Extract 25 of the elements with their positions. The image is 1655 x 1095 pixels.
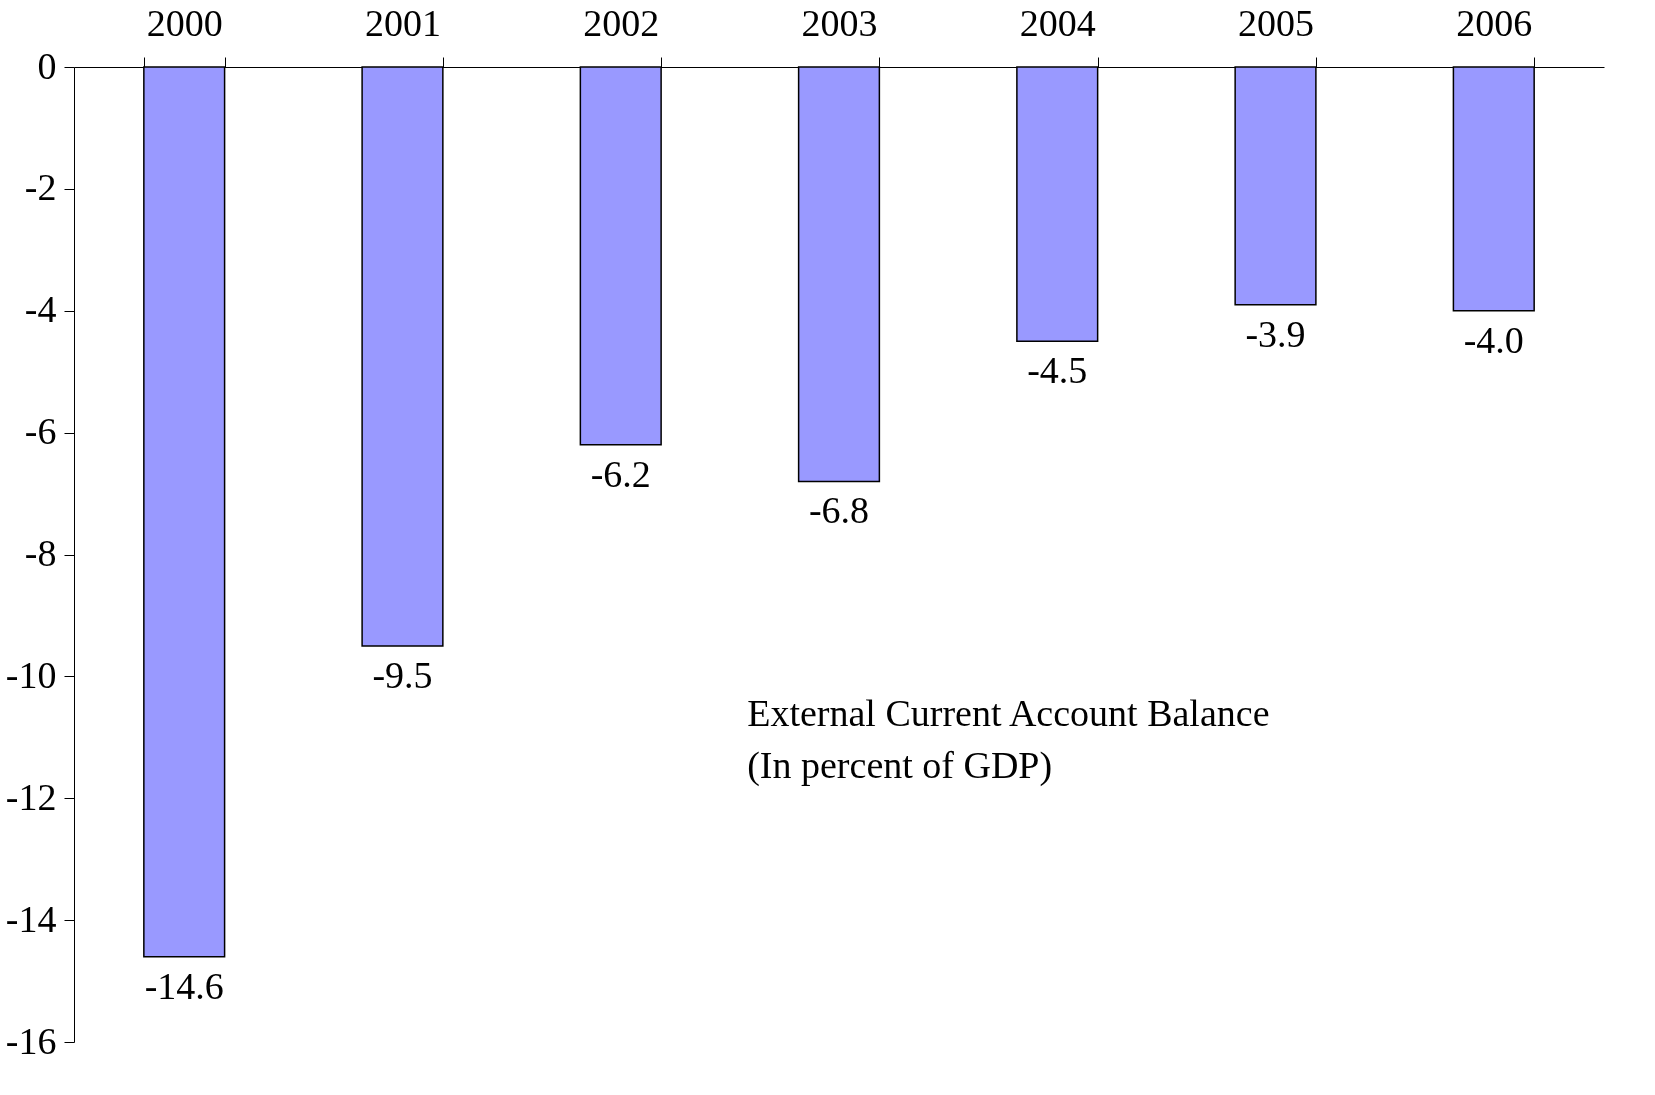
- data-label: -6.2: [590, 452, 651, 495]
- annotation: (In percent of GDP): [747, 744, 1053, 788]
- x-tick-label: 2002: [583, 1, 660, 44]
- annotation: External Current Account Balance: [747, 692, 1270, 735]
- y-tick-label: -8: [24, 532, 57, 574]
- x-tick-label: 2001: [364, 1, 441, 44]
- data-label: -14.6: [144, 964, 224, 1007]
- y-tick-label: 0: [37, 44, 57, 87]
- x-tick-label: 2006: [1456, 1, 1533, 44]
- y-tick-label: -16: [5, 1019, 57, 1062]
- x-tick-label: 2004: [1019, 1, 1096, 44]
- data-label: -6.8: [808, 489, 870, 532]
- y-tick-label: -4: [24, 288, 57, 331]
- y-tick-label: -10: [5, 653, 57, 696]
- data-label: -9.5: [372, 653, 433, 696]
- x-tick-label: 2003: [801, 1, 878, 44]
- y-tick-label: -6: [24, 410, 57, 453]
- data-label: -4.0: [1463, 318, 1524, 361]
- x-tick-label: 2000: [146, 1, 223, 44]
- y-tick-label: -12: [5, 775, 57, 818]
- data-label: -3.9: [1245, 312, 1306, 355]
- x-tick-label: 2005: [1238, 1, 1315, 44]
- data-label: -4.5: [1027, 349, 1088, 392]
- y-tick-label: -14: [5, 897, 57, 940]
- y-tick-label: -2: [24, 166, 57, 209]
